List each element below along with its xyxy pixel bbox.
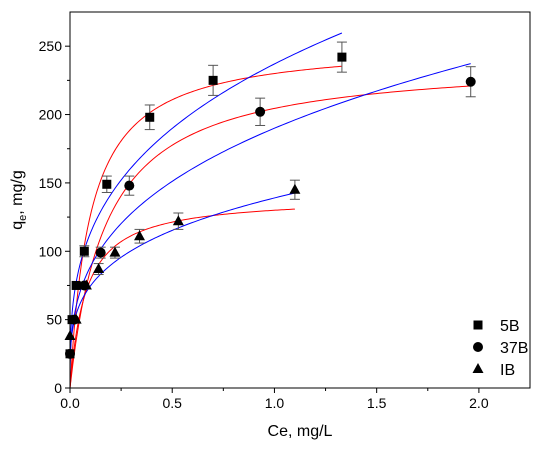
data-point-5b [102, 179, 112, 189]
x-tick-labels: 0.0 0.5 1.0 1.5 2.0 [60, 395, 489, 411]
data-point-ib [93, 263, 105, 274]
data-point-ib [289, 183, 301, 194]
y-axis-title-main: q [9, 221, 26, 230]
data-point-5b [337, 52, 347, 62]
x-tick-label: 0.5 [162, 395, 182, 411]
legend-label-5b: 5B [500, 318, 520, 335]
axis-ticks [65, 45, 480, 393]
data-point-5b [71, 280, 81, 290]
langmuir-fit-line [69, 65, 342, 389]
data-point-5b [145, 112, 155, 122]
y-tick-label: 200 [39, 107, 63, 123]
legend-label-37b: 37B [500, 340, 528, 357]
langmuir-fit-line [69, 85, 471, 389]
fit-curves [69, 32, 471, 389]
data-point-37b [255, 106, 266, 117]
legend-marker-ib [472, 363, 484, 373]
legend-label-ib: IB [500, 362, 515, 379]
y-tick-label: 100 [39, 243, 63, 259]
y-axis-title-rest: , mg/g [9, 170, 26, 214]
y-tick-labels: 0 50 100 150 200 250 [39, 38, 63, 396]
data-point-ib [172, 215, 184, 226]
data-point-ib [80, 279, 92, 290]
data-point-ib [134, 230, 146, 241]
freundlich-fit-line [69, 32, 343, 389]
data-point-37b [95, 247, 106, 258]
legend-marker-37b [473, 342, 483, 352]
data-point-ib [70, 313, 82, 324]
y-tick-label: 150 [39, 175, 63, 191]
data-point-37b [124, 180, 135, 191]
y-axis-title-subscript: e [17, 215, 29, 221]
x-tick-label: 1.5 [367, 395, 387, 411]
data-point-37b [465, 76, 476, 87]
langmuir-fit-line [69, 208, 295, 389]
x-axis-title: Ce, mg/L [268, 423, 333, 440]
data-markers [64, 52, 476, 359]
y-tick-label: 0 [54, 380, 62, 396]
legend-marker-5b [473, 320, 483, 330]
legend: 5B 37B IB [472, 318, 528, 379]
x-tick-label: 1.0 [265, 395, 285, 411]
x-tick-label: 0.0 [60, 395, 80, 411]
data-point-5b [79, 246, 89, 256]
y-tick-label: 50 [46, 312, 62, 328]
y-tick-label: 250 [39, 38, 63, 54]
data-point-ib [109, 246, 121, 257]
y-axis-title: qe, mg/g [9, 170, 29, 230]
x-tick-label: 2.0 [469, 395, 489, 411]
freundlich-fit-line [69, 192, 296, 389]
freundlich-fit-line [69, 63, 471, 389]
plot-frame [69, 11, 531, 389]
data-point-5b [208, 75, 218, 85]
